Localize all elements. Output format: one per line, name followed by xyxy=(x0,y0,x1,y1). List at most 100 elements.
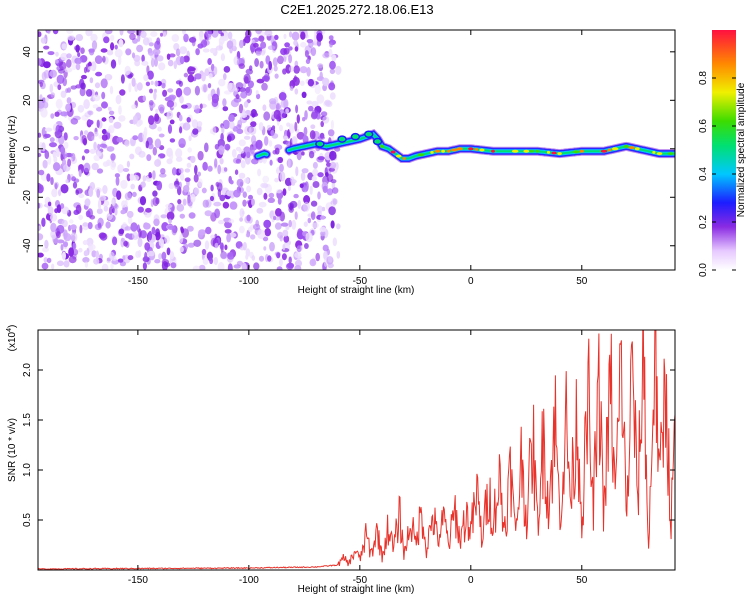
noise-blob xyxy=(183,86,192,96)
y-tick-label: 20 xyxy=(22,94,33,106)
noise-blob xyxy=(130,222,138,232)
noise-blob xyxy=(102,185,108,194)
noise-blob xyxy=(210,184,214,192)
noise-blob xyxy=(138,150,146,158)
noise-blob xyxy=(63,233,72,242)
noise-blob xyxy=(256,78,265,84)
noise-blob xyxy=(43,45,50,50)
noise-blob xyxy=(279,163,284,173)
noise-blob xyxy=(40,37,47,44)
noise-blob xyxy=(44,133,51,138)
noise-blob xyxy=(173,60,177,70)
noise-blob xyxy=(239,217,244,222)
noise-blob xyxy=(71,176,76,182)
noise-blob xyxy=(148,143,154,150)
noise-blob xyxy=(141,54,145,63)
noise-blob xyxy=(301,168,309,174)
noise-blob xyxy=(304,50,309,58)
noise-blob xyxy=(167,88,174,93)
noise-blob xyxy=(299,183,304,188)
signal-hotspot xyxy=(523,149,530,153)
noise-blob xyxy=(148,230,153,241)
noise-blob xyxy=(194,73,202,80)
noise-blob xyxy=(255,139,263,150)
noise-blob xyxy=(259,60,264,69)
noise-blob xyxy=(262,175,270,183)
noise-blob xyxy=(152,190,158,197)
noise-blob xyxy=(235,94,240,100)
noise-blob xyxy=(122,168,130,172)
spectrogram-x-label: Height of straight line (km) xyxy=(298,285,415,296)
noise-blob xyxy=(207,83,212,89)
noise-blob xyxy=(178,138,186,148)
noise-scatter xyxy=(38,30,342,270)
noise-blob xyxy=(253,262,260,270)
noise-blob xyxy=(317,172,324,178)
signal-track xyxy=(253,128,675,163)
signal-hotspot xyxy=(667,152,674,156)
noise-blob xyxy=(44,239,49,249)
noise-blob xyxy=(311,175,317,182)
noise-blob xyxy=(274,34,279,41)
noise-blob xyxy=(44,97,49,103)
noise-blob xyxy=(39,81,43,88)
noise-blob xyxy=(255,90,259,95)
noise-blob xyxy=(66,87,72,93)
noise-blob xyxy=(142,37,150,46)
noise-blob xyxy=(227,263,233,270)
noise-blob xyxy=(301,91,307,99)
noise-blob xyxy=(38,169,45,176)
noise-blob xyxy=(217,262,225,270)
noise-blob xyxy=(327,255,333,263)
noise-blob xyxy=(117,258,124,263)
noise-blob xyxy=(240,112,248,118)
noise-blob xyxy=(299,66,308,74)
noise-blob xyxy=(167,225,176,230)
noise-blob xyxy=(310,211,316,221)
noise-blob xyxy=(204,68,210,77)
noise-blob xyxy=(256,46,263,52)
noise-blob xyxy=(243,82,247,88)
noise-blob xyxy=(260,182,269,189)
noise-blob xyxy=(258,122,264,131)
noise-blob xyxy=(294,121,298,132)
noise-blob xyxy=(124,65,131,76)
noise-blob xyxy=(148,115,155,125)
noise-blob xyxy=(110,153,116,161)
x-tick-label: 50 xyxy=(576,276,588,287)
noise-blob xyxy=(56,231,61,239)
noise-blob xyxy=(121,200,127,208)
noise-blob xyxy=(307,78,315,87)
noise-blob xyxy=(124,192,132,201)
noise-blob xyxy=(47,51,55,56)
snr-y-label: SNR (10 * v/v) xyxy=(7,418,18,482)
noise-blob xyxy=(218,78,226,87)
noise-blob xyxy=(161,82,166,89)
noise-blob xyxy=(167,59,174,67)
noise-blob xyxy=(75,44,80,53)
noise-blob xyxy=(38,132,42,138)
noise-blob xyxy=(97,222,102,229)
noise-blob xyxy=(168,182,175,190)
noise-blob xyxy=(268,60,273,71)
noise-blob xyxy=(187,147,192,153)
noise-blob xyxy=(53,162,61,172)
noise-blob xyxy=(311,109,319,119)
noise-blob xyxy=(165,203,173,209)
noise-blob xyxy=(195,48,200,56)
signal-hotspot xyxy=(441,149,445,153)
noise-blob xyxy=(223,73,227,81)
noise-blob xyxy=(240,91,248,99)
noise-blob xyxy=(94,55,103,64)
noise-blob xyxy=(264,136,269,146)
noise-blob xyxy=(285,108,289,114)
noise-blob xyxy=(201,248,207,256)
noise-blob xyxy=(148,42,154,47)
noise-blob xyxy=(55,148,60,153)
noise-blob xyxy=(291,136,298,146)
noise-blob xyxy=(152,170,156,180)
noise-blob xyxy=(113,121,122,129)
noise-blob xyxy=(187,242,195,248)
noise-blob xyxy=(308,150,315,159)
noise-blob xyxy=(224,143,231,151)
